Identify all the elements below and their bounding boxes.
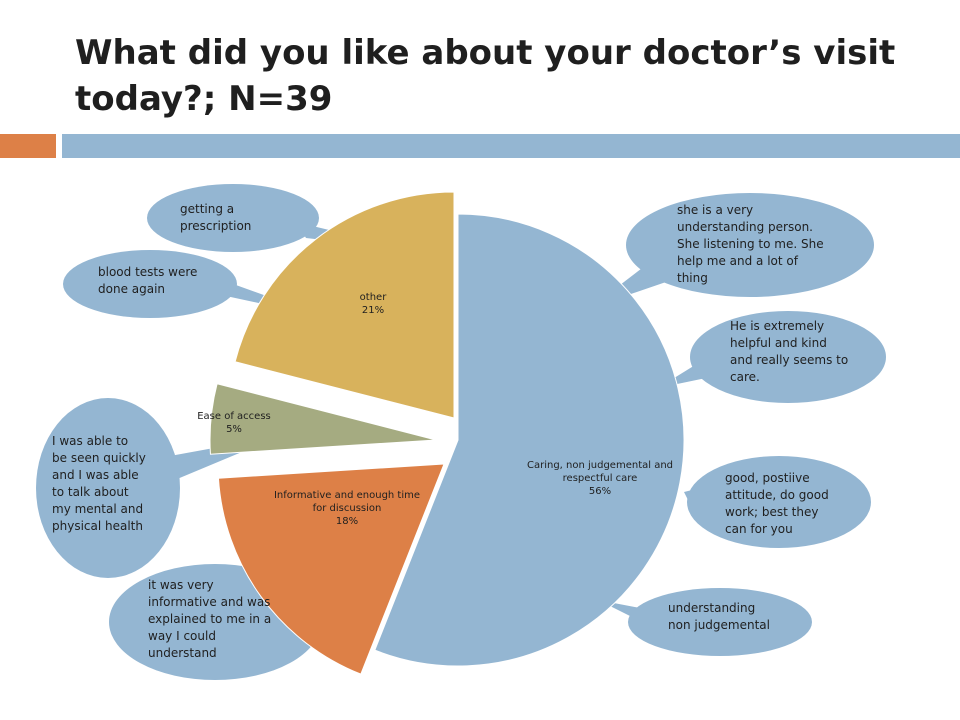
callout-text: getting a prescription — [180, 202, 251, 233]
callout-ellipse — [36, 398, 180, 578]
pie-slice-other — [234, 191, 455, 419]
callout-ellipse — [147, 184, 319, 252]
accent-bar-blue — [62, 134, 960, 158]
callout-text: blood tests were done again — [98, 265, 197, 296]
callout-bubble — [684, 456, 871, 548]
slice-label-other: other 21% — [360, 292, 388, 316]
callout-text: He is extremely helpful and kind and reall… — [730, 319, 848, 384]
callout-text: good, postiive attitude, do good work; bes… — [725, 471, 829, 536]
pie-slice-informative-and-enough-time-for-discussion — [217, 463, 445, 675]
slice-labels-layer: Caring, non judgemental and respectful ca… — [197, 292, 673, 527]
callout-text: I was able to be seen quickly and I was ab… — [52, 434, 146, 533]
slice-label-ease-of-access: Ease of access 5% — [197, 411, 271, 435]
slice-label-informative-and-enough-time-for-discussion: Informative and enough time for discussio… — [274, 490, 420, 527]
slice-label-caring-non-judgemental-and-respectful-care: Caring, non judgemental and respectful ca… — [527, 460, 673, 497]
slices-layer — [209, 191, 685, 675]
callout-ellipse — [687, 456, 871, 548]
callout-text: she is a very understanding person. She li… — [677, 203, 824, 285]
callout-ellipse — [63, 250, 237, 318]
callout-ellipse — [626, 193, 874, 297]
pie-slice-caring-non-judgemental-and-respectful-care — [374, 213, 685, 667]
callout-ellipse — [628, 588, 812, 656]
callout-text: understanding non judgemental — [668, 601, 770, 632]
pie-slice-ease-of-access — [209, 383, 437, 455]
accent-bar-orange — [0, 134, 56, 158]
callout-ellipse — [690, 311, 886, 403]
callout-text: it was very informative and was explained … — [148, 578, 271, 660]
page-title: What did you like about your doctor’s vi… — [75, 33, 896, 119]
callout-texts-layer: getting a prescription blood tests were don… — [52, 202, 848, 660]
